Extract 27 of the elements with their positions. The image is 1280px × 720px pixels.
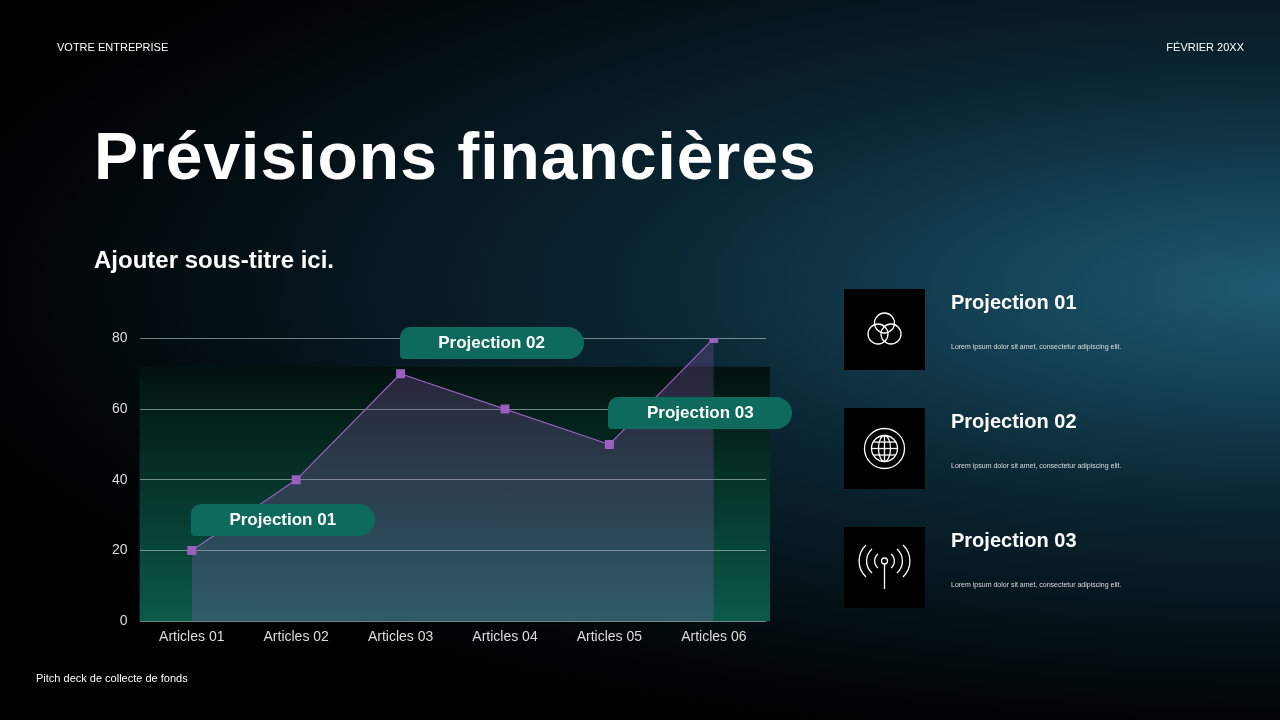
x-tick-label: Articles 01 — [159, 628, 225, 645]
point — [604, 439, 614, 449]
x-tick-label: Articles 02 — [263, 628, 330, 645]
annotation: Projection 02 — [437, 332, 546, 353]
y-tick-label: 0 — [119, 612, 128, 629]
point — [396, 369, 406, 379]
text: Projection 03 — [951, 529, 1077, 552]
x-tick-label: Articles 03 — [367, 628, 434, 645]
y-tick-label: 80 — [111, 329, 128, 346]
text: Projection 01 — [951, 291, 1077, 314]
point — [500, 404, 510, 414]
text: Projection 02 — [951, 410, 1077, 433]
chart-title: Prévisions financières — [94, 118, 817, 194]
point — [187, 546, 197, 555]
y-tick-label: 60 — [111, 399, 128, 416]
text: VOTRE ENTREPRISE — [57, 41, 169, 53]
annotation: Projection 03 — [646, 403, 755, 424]
chart-subtitle: Ajouter sous-titre ici. — [94, 246, 335, 274]
point — [291, 475, 301, 485]
text: FÉVRIER 20XX — [1166, 41, 1244, 53]
x-tick-label: Articles 05 — [576, 628, 643, 645]
text: Pitch deck de collecte de fonds — [36, 672, 188, 684]
y-tick-label: 40 — [111, 470, 128, 487]
annotation: Projection 01 — [228, 509, 338, 530]
x-tick-label: Articles 04 — [472, 628, 538, 645]
y-tick-label: 20 — [111, 541, 128, 558]
x-tick-label: Articles 06 — [681, 628, 747, 645]
